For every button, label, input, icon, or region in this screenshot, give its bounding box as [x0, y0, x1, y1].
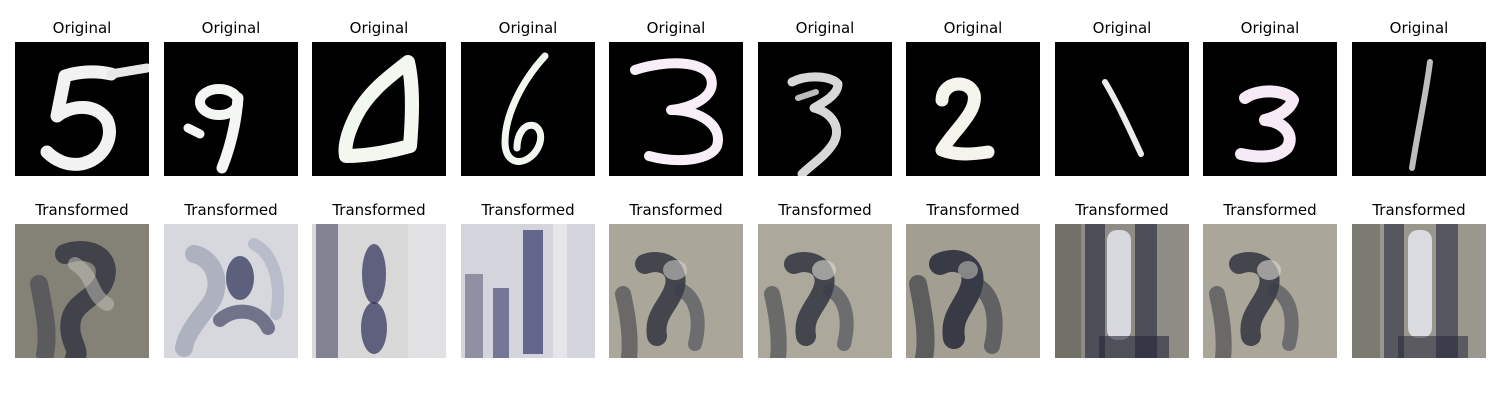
transformed-digit-image	[461, 224, 595, 358]
panel-title: Transformed	[1372, 201, 1466, 219]
transformed-digit-image	[609, 224, 743, 358]
panel-title: Original	[1240, 19, 1300, 37]
transformed-digit-image	[1203, 224, 1337, 358]
panel-title: Original	[1092, 19, 1152, 37]
panel-title: Transformed	[184, 201, 278, 219]
panel-title: Transformed	[35, 201, 129, 219]
transformed-digit-image	[1352, 224, 1486, 358]
transformed-digit-image	[15, 224, 149, 358]
panel-title: Original	[646, 19, 706, 37]
original-digit-image	[15, 42, 149, 176]
panel-title: Original	[1389, 19, 1449, 37]
panel-title: Original	[498, 19, 558, 37]
transformed-digit-image	[312, 224, 446, 358]
panel-title: Transformed	[629, 201, 723, 219]
original-digit-image	[1352, 42, 1486, 176]
original-digit-image	[164, 42, 298, 176]
original-digit-image	[1055, 42, 1189, 176]
transformed-digit-image	[758, 224, 892, 358]
original-digit-image	[1203, 42, 1337, 176]
original-digit-image	[461, 42, 595, 176]
panel-title: Transformed	[1075, 201, 1169, 219]
panel-title: Transformed	[481, 201, 575, 219]
panel-title: Original	[349, 19, 409, 37]
panel-title: Transformed	[778, 201, 872, 219]
original-digit-image	[312, 42, 446, 176]
panel-title: Original	[795, 19, 855, 37]
original-digit-image	[758, 42, 892, 176]
panel-title: Transformed	[1223, 201, 1317, 219]
transformed-digit-image	[164, 224, 298, 358]
transformed-digit-image	[906, 224, 1040, 358]
panel-title: Transformed	[332, 201, 426, 219]
original-digit-image	[906, 42, 1040, 176]
panel-title: Original	[201, 19, 261, 37]
panel-title: Transformed	[926, 201, 1020, 219]
transformed-digit-image	[1055, 224, 1189, 358]
panel-title: Original	[52, 19, 112, 37]
panel-title: Original	[943, 19, 1003, 37]
original-digit-image	[609, 42, 743, 176]
